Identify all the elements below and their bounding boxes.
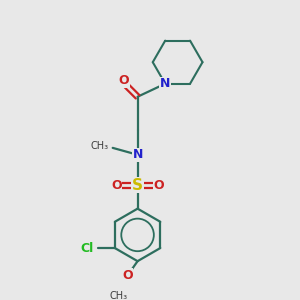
Text: Cl: Cl	[81, 242, 94, 254]
Text: O: O	[122, 269, 133, 282]
Text: CH₃: CH₃	[109, 291, 127, 300]
Text: O: O	[111, 179, 122, 192]
Text: S: S	[132, 178, 143, 193]
Text: O: O	[154, 179, 164, 192]
Text: O: O	[118, 74, 129, 88]
Text: N: N	[132, 148, 143, 161]
Text: N: N	[160, 77, 170, 90]
Text: CH₃: CH₃	[90, 141, 109, 151]
